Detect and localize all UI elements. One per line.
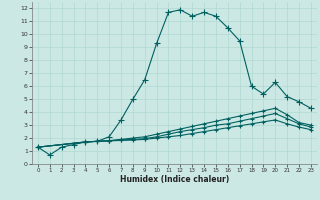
X-axis label: Humidex (Indice chaleur): Humidex (Indice chaleur): [120, 175, 229, 184]
